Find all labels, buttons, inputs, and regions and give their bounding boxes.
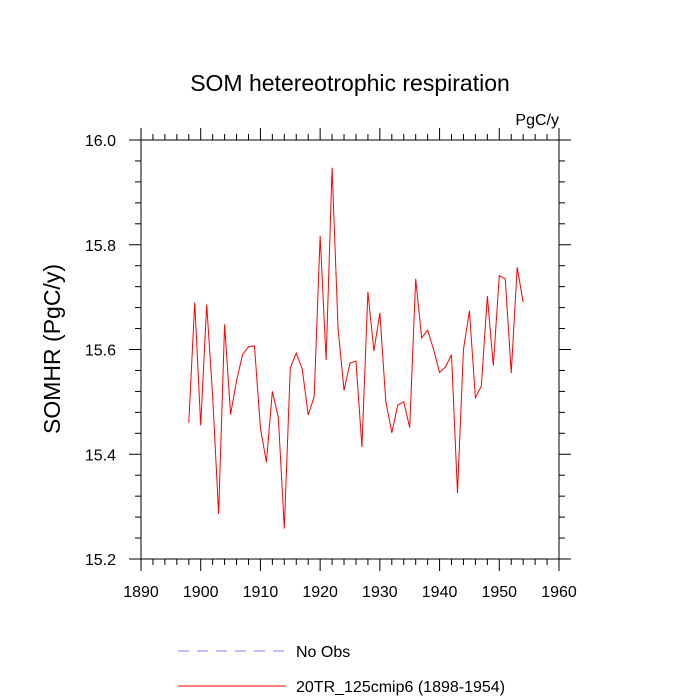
x-tick-label: 1920 (302, 584, 338, 601)
legend-series-label: 20TR_125cmip6 (1898-1954) (296, 679, 505, 696)
plot-frame (140, 139, 560, 560)
series-line (188, 167, 524, 529)
axis-ticks (129, 128, 571, 571)
x-tick-label: 1940 (422, 584, 458, 601)
y-tick-label: 15.2 (85, 552, 116, 569)
x-tick-label: 1900 (183, 584, 219, 601)
units-label: PgC/y (515, 112, 559, 129)
legend: No Obs 20TR_125cmip6 (1898-1954) (178, 644, 505, 696)
x-tick-label: 1950 (481, 584, 517, 601)
y-tick-label: 15.6 (85, 343, 116, 360)
axis-tick-labels: 1890 1900 1910 1920 1930 1940 1950 1960 15.2 15.4… (85, 133, 577, 601)
y-tick-label: 16.0 (85, 133, 116, 150)
x-tick-label: 1890 (123, 584, 159, 601)
y-tick-label: 15.8 (85, 238, 116, 255)
legend-no-obs-label: No Obs (296, 644, 350, 661)
x-tick-label: 1930 (362, 584, 398, 601)
y-axis-label: SOMHR (PgC/y) (39, 264, 65, 434)
data-series (188, 167, 524, 529)
x-tick-label: 1910 (243, 584, 279, 601)
y-tick-label: 15.4 (85, 447, 116, 464)
x-tick-label: 1960 (541, 584, 577, 601)
chart-title: SOM hetereotrophic respiration (190, 70, 510, 96)
